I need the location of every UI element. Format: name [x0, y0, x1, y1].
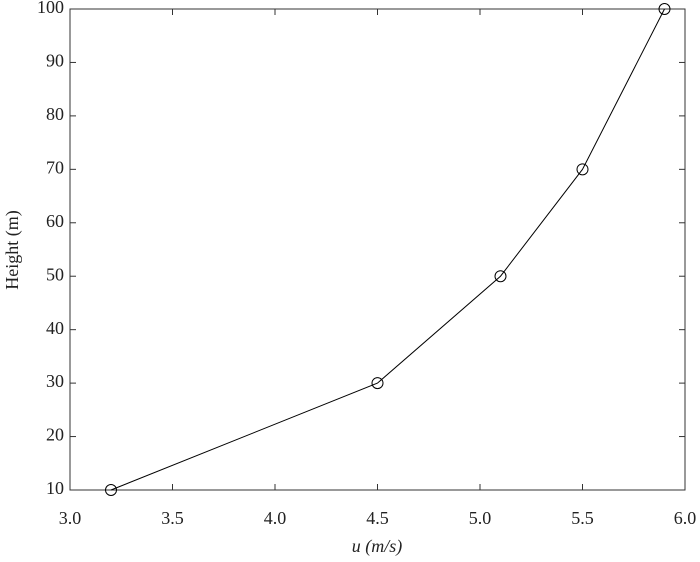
y-tick-label: 50 — [46, 264, 64, 284]
y-axis-label: Height (m) — [2, 210, 23, 289]
y-tick-label: 80 — [46, 104, 64, 124]
y-tick-label: 90 — [46, 51, 64, 71]
x-tick-label: 3.0 — [59, 508, 82, 528]
x-tick-label: 4.5 — [366, 508, 389, 528]
y-tick-label: 100 — [37, 0, 64, 17]
data-point — [494, 270, 507, 283]
data-point — [371, 377, 384, 390]
y-tick-label: 30 — [46, 371, 64, 391]
x-tick-label: 3.5 — [161, 508, 184, 528]
x-tick-label: 5.0 — [469, 508, 492, 528]
x-tick-label: 4.0 — [264, 508, 287, 528]
plot-frame — [69, 8, 686, 491]
data-point — [105, 484, 117, 496]
data-line — [110, 8, 665, 491]
x-axis-label: u (m/s) — [352, 536, 403, 557]
y-tick-label: 40 — [46, 318, 64, 338]
data-point — [576, 163, 589, 176]
y-tick-label: 70 — [46, 157, 64, 177]
data-point — [658, 3, 671, 15]
y-tick-label: 10 — [46, 478, 64, 498]
y-tick-label: 20 — [46, 425, 64, 445]
y-tick-label: 60 — [46, 211, 64, 231]
x-tick-label: 6.0 — [674, 508, 697, 528]
x-tick-label: 5.5 — [571, 508, 594, 528]
